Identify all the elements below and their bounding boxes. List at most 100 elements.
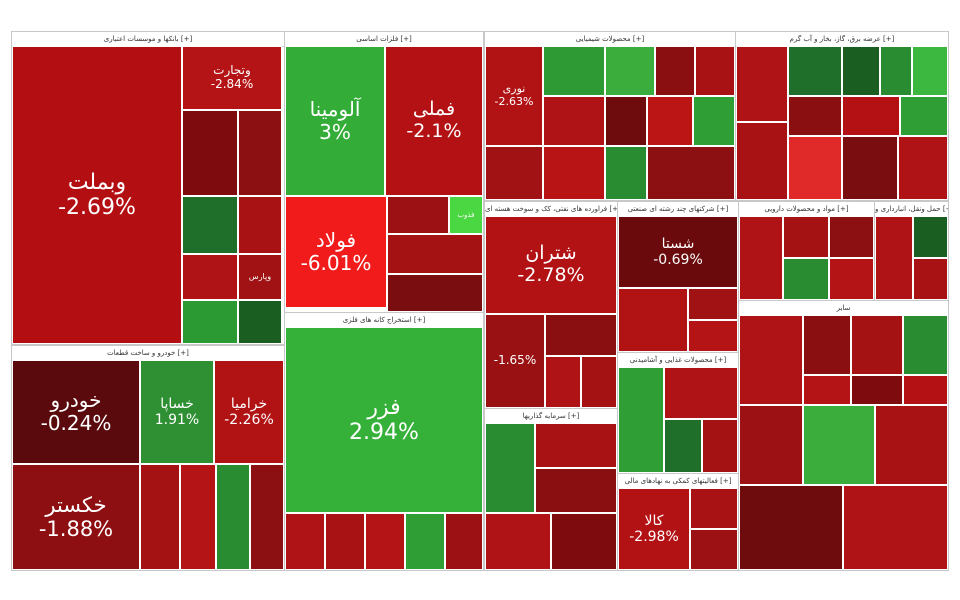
stock-tile[interactable] bbox=[903, 375, 948, 405]
sector-0[interactable]: بانکها و موسسات اعتباری [+] وبملت -2.69% وت… bbox=[11, 31, 285, 345]
stock-tile[interactable] bbox=[829, 258, 874, 300]
stock-tile[interactable]: وتجارت -2.84% bbox=[182, 46, 282, 110]
stock-tile[interactable] bbox=[688, 320, 738, 352]
sector-header[interactable]: استخراج کانه های فلزی [+] bbox=[285, 313, 483, 328]
stock-tile[interactable] bbox=[736, 122, 788, 200]
stock-tile[interactable]: خودرو -0.24% bbox=[12, 360, 140, 464]
stock-tile[interactable]: خکستر -1.88% bbox=[12, 464, 140, 570]
stock-tile[interactable] bbox=[829, 216, 874, 258]
stock-tile[interactable] bbox=[180, 464, 216, 570]
stock-tile[interactable] bbox=[736, 46, 788, 122]
stock-tile[interactable] bbox=[250, 464, 284, 570]
stock-tile[interactable] bbox=[182, 300, 238, 344]
stock-tile[interactable] bbox=[842, 96, 900, 136]
stock-tile[interactable] bbox=[216, 464, 250, 570]
sector-1[interactable]: فلزات اساسی [+] آلومینا 3% فملی -2.1% فولاد -6… bbox=[284, 31, 484, 313]
stock-tile[interactable] bbox=[702, 419, 738, 473]
stock-tile[interactable] bbox=[605, 46, 655, 96]
stock-tile[interactable] bbox=[664, 367, 738, 419]
stock-tile[interactable] bbox=[900, 96, 948, 136]
stock-tile[interactable] bbox=[655, 46, 695, 96]
stock-tile[interactable] bbox=[387, 196, 449, 234]
stock-tile[interactable] bbox=[783, 216, 829, 258]
stock-tile[interactable]: وپارس bbox=[238, 254, 282, 300]
stock-tile[interactable]: خساپا 1.91% bbox=[140, 360, 214, 464]
stock-tile[interactable] bbox=[739, 485, 843, 570]
stock-tile[interactable] bbox=[842, 136, 898, 200]
stock-tile[interactable] bbox=[913, 258, 948, 300]
stock-tile[interactable] bbox=[545, 356, 581, 408]
stock-tile[interactable]: کالا -2.98% bbox=[618, 488, 690, 570]
stock-tile[interactable] bbox=[485, 423, 535, 513]
stock-tile[interactable] bbox=[365, 513, 405, 570]
sector-header[interactable]: شرکتهای چند رشته ای صنعتی [+] bbox=[618, 202, 738, 217]
stock-tile[interactable] bbox=[788, 96, 842, 136]
stock-tile[interactable] bbox=[695, 46, 735, 96]
stock-tile[interactable] bbox=[783, 258, 829, 300]
stock-tile[interactable] bbox=[605, 146, 647, 200]
stock-tile[interactable] bbox=[690, 529, 738, 570]
stock-tile[interactable] bbox=[903, 315, 948, 375]
stock-tile[interactable] bbox=[182, 254, 238, 300]
stock-tile[interactable]: شتران -2.78% bbox=[485, 216, 617, 314]
stock-tile[interactable] bbox=[788, 46, 842, 96]
sector-5[interactable]: فراورده های نفتی، کک و سوخت هسته ای [+]ش… bbox=[484, 201, 618, 409]
stock-tile[interactable] bbox=[688, 288, 738, 320]
stock-tile[interactable] bbox=[690, 488, 738, 529]
stock-tile[interactable]: آلومینا 3% bbox=[285, 46, 385, 196]
stock-tile[interactable] bbox=[581, 356, 617, 408]
sector-9[interactable]: محصولات غذایی و آشامیدنی [+] bbox=[617, 352, 739, 474]
stock-tile[interactable]: فملی -2.1% bbox=[385, 46, 483, 196]
stock-tile[interactable]: نوری -2.63% bbox=[485, 46, 543, 146]
stock-tile[interactable]: خراميا -2.26% bbox=[214, 360, 284, 464]
stock-tile[interactable] bbox=[843, 485, 948, 570]
sector-header[interactable]: مواد و محصولات دارویی [+] bbox=[739, 202, 874, 217]
sector-4[interactable]: استخراج کانه های فلزی [+] فزر 2.94% bbox=[284, 312, 484, 571]
stock-tile[interactable] bbox=[739, 405, 803, 485]
sector-header[interactable]: سایر bbox=[739, 301, 948, 316]
stock-tile[interactable] bbox=[485, 146, 543, 200]
sector-2[interactable]: محصولات شیمیایی [+] نوری -2.63% bbox=[484, 31, 736, 201]
stock-tile[interactable] bbox=[238, 196, 282, 254]
stock-tile[interactable] bbox=[485, 513, 551, 570]
stock-tile[interactable] bbox=[535, 468, 617, 513]
stock-tile[interactable] bbox=[182, 110, 238, 196]
stock-tile[interactable] bbox=[788, 136, 842, 200]
sector-header[interactable]: محصولات شیمیایی [+] bbox=[485, 32, 735, 47]
stock-tile[interactable]: فولاد -6.01% bbox=[285, 196, 387, 308]
stock-tile[interactable] bbox=[535, 423, 617, 468]
stock-tile[interactable] bbox=[912, 46, 948, 96]
sector-8[interactable]: سرمایه گذاریها [+] bbox=[484, 408, 618, 571]
stock-tile[interactable] bbox=[647, 146, 735, 200]
stock-tile[interactable] bbox=[618, 367, 664, 473]
stock-tile[interactable] bbox=[664, 419, 702, 473]
stock-tile[interactable] bbox=[551, 513, 617, 570]
stock-tile[interactable] bbox=[543, 96, 605, 146]
sector-13[interactable]: سایر bbox=[738, 300, 949, 571]
stock-tile[interactable] bbox=[285, 513, 325, 570]
stock-tile[interactable] bbox=[387, 274, 483, 312]
stock-tile[interactable] bbox=[545, 314, 617, 356]
stock-tile[interactable] bbox=[387, 234, 483, 274]
sector-3[interactable]: عرضه برق، گاز، بخار و آب گرم [+] bbox=[735, 31, 949, 201]
stock-tile[interactable] bbox=[803, 405, 875, 485]
stock-tile[interactable] bbox=[543, 146, 605, 200]
sector-11[interactable]: مواد و محصولات دارویی [+] bbox=[738, 201, 875, 301]
stock-tile[interactable] bbox=[739, 216, 783, 300]
stock-tile[interactable] bbox=[803, 315, 851, 375]
stock-tile[interactable] bbox=[543, 46, 605, 96]
stock-tile[interactable]: -1.65% bbox=[485, 314, 545, 408]
stock-tile[interactable] bbox=[803, 375, 851, 405]
sector-header[interactable]: سرمایه گذاریها [+] bbox=[485, 409, 617, 424]
stock-tile[interactable] bbox=[693, 96, 735, 146]
stock-tile[interactable]: فزر 2.94% bbox=[285, 327, 483, 513]
stock-tile[interactable] bbox=[913, 216, 948, 258]
stock-tile[interactable]: شستا -0.69% bbox=[618, 216, 738, 288]
stock-tile[interactable] bbox=[238, 300, 282, 344]
stock-tile[interactable] bbox=[875, 216, 913, 300]
stock-tile[interactable] bbox=[880, 46, 912, 96]
stock-tile[interactable] bbox=[605, 96, 647, 146]
sector-7[interactable]: خودرو و ساخت قطعات [+] خودرو -0.24% خکستر -1… bbox=[11, 345, 285, 571]
sector-header[interactable]: عرضه برق، گاز، بخار و آب گرم [+] bbox=[736, 32, 948, 47]
stock-tile[interactable] bbox=[405, 513, 445, 570]
